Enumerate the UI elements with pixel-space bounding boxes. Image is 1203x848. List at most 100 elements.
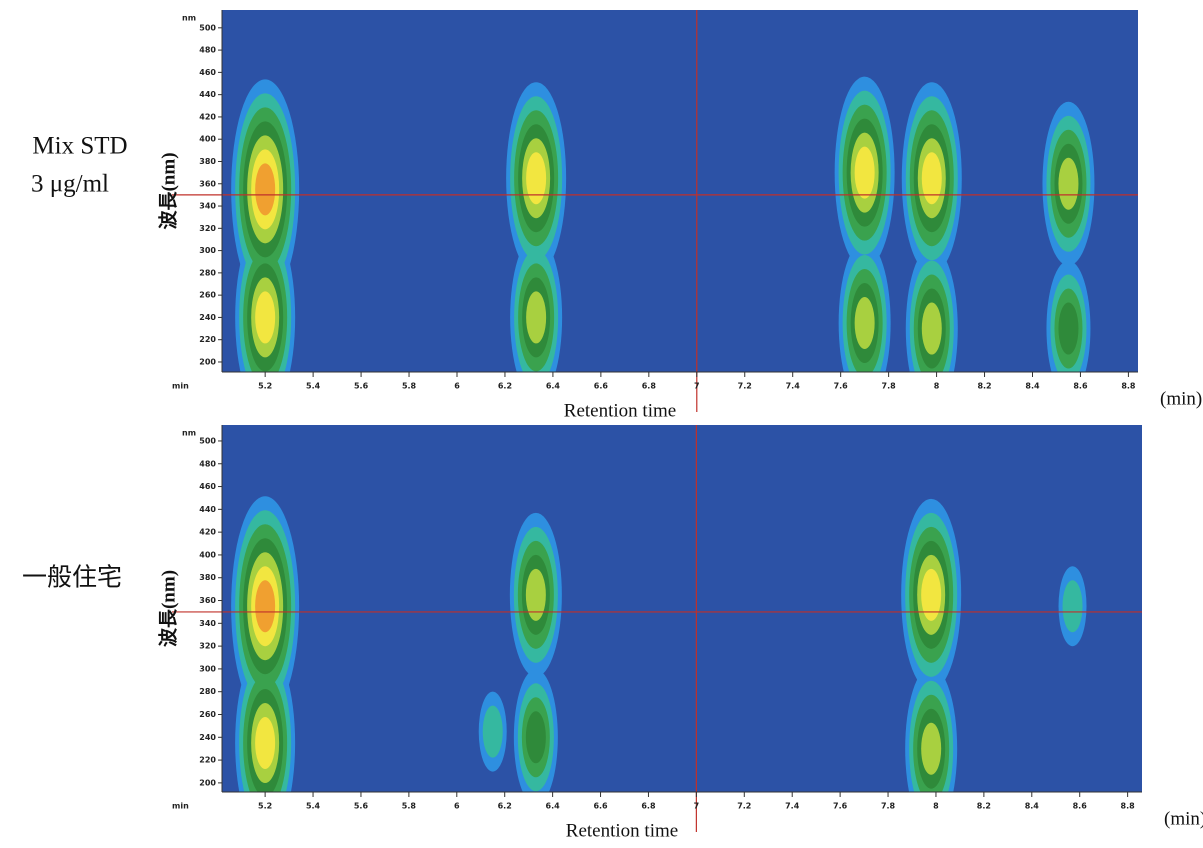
- y-tick-label: 320: [199, 224, 216, 233]
- x-tick-label: 8.8: [1121, 382, 1136, 391]
- x-tick-label: 8.4: [1025, 382, 1040, 391]
- x-tick-label: 8.4: [1025, 802, 1040, 811]
- contour-level: [526, 569, 546, 621]
- panel-label: 一般住宅: [22, 564, 122, 592]
- x-tick-label: 8.2: [977, 802, 991, 811]
- contour-level: [526, 291, 546, 343]
- x-tick-label: 5.6: [354, 382, 369, 391]
- y-tick-label: 400: [199, 135, 216, 144]
- x-axis-label: Retention time: [564, 400, 676, 421]
- x-tick-label: 6.2: [498, 802, 512, 811]
- x-tick-label: 5.4: [306, 382, 321, 391]
- panel-label: Mix STD: [32, 133, 127, 160]
- x-tick-label: 7.6: [833, 802, 848, 811]
- y-corner-label: nm: [182, 14, 196, 23]
- x-tick-label: 6: [454, 802, 460, 811]
- y-tick-label: 220: [199, 756, 216, 765]
- y-tick-label: 380: [199, 157, 216, 166]
- y-tick-label: 460: [199, 482, 216, 491]
- x-tick-label: 5.2: [258, 802, 272, 811]
- x-tick-label: 7: [694, 382, 700, 391]
- x-tick-label: 7.2: [737, 802, 751, 811]
- y-tick-label: 200: [199, 357, 216, 366]
- y-tick-label: 340: [199, 202, 216, 211]
- y-corner-label: nm: [182, 429, 196, 438]
- x-tick-label: 6.8: [641, 802, 656, 811]
- contour-level: [526, 711, 546, 763]
- x-tick-label: 7.8: [881, 802, 896, 811]
- contour-level: [1058, 158, 1078, 210]
- x-tick-label: 8.2: [977, 382, 991, 391]
- x-tick-label: 7.4: [786, 382, 801, 391]
- y-tick-label: 480: [199, 46, 216, 55]
- x-tick-label: 8.8: [1121, 802, 1136, 811]
- y-axis-label: 波長(nm): [156, 570, 179, 647]
- plot-background: [222, 10, 1138, 372]
- x-tick-label: 5.6: [354, 802, 369, 811]
- contour-level: [855, 147, 875, 199]
- contour-level: [922, 152, 942, 204]
- y-tick-label: 400: [199, 550, 216, 559]
- x-tick-label: 6.4: [546, 802, 561, 811]
- chart: 5.2 5.4 5.6 5.8 6 6.2 6.4 6.6 6.8 7 7.2 7.4 7.6 7.8 8 8…: [0, 0, 1203, 848]
- y-tick-label: 380: [199, 573, 216, 582]
- x-tick-label: 6.2: [498, 382, 512, 391]
- contour-level: [922, 303, 942, 355]
- x-tick-label: 7: [694, 802, 700, 811]
- x-tick-label: 7.8: [882, 382, 897, 391]
- y-tick-label: 300: [199, 246, 216, 255]
- x-tick-label: 6: [454, 382, 460, 391]
- y-tick-label: 280: [199, 268, 216, 277]
- contour-level: [255, 580, 275, 632]
- y-tick-label: 240: [199, 733, 216, 742]
- contour-level: [1058, 303, 1078, 355]
- x-unit: (min): [1160, 388, 1202, 409]
- y-tick-label: 420: [199, 112, 216, 121]
- contour-level: [921, 723, 941, 775]
- x-tick-label: 7.4: [785, 802, 800, 811]
- x-tick-label: 6.6: [593, 802, 608, 811]
- y-tick-label: 440: [199, 505, 216, 514]
- y-tick-label: 300: [199, 664, 216, 673]
- x-unit: (min): [1164, 808, 1203, 829]
- y-tick-label: 360: [199, 179, 216, 188]
- page: {"chart_data": [ {"type": "contour", "si…: [0, 0, 1203, 848]
- plot-background: [222, 425, 1142, 792]
- x-tick-label: 5.4: [306, 802, 321, 811]
- contour-level: [255, 163, 275, 215]
- contour-level: [1063, 580, 1083, 632]
- x-tick-label: 5.8: [402, 802, 417, 811]
- x-tick-label: 8: [934, 382, 940, 391]
- contour-level: [855, 297, 875, 349]
- contour-level: [921, 569, 941, 621]
- contour-level: [483, 706, 503, 758]
- x-tick-label: 8.6: [1073, 382, 1088, 391]
- contour-level: [255, 291, 275, 343]
- x-corner-label: min: [172, 802, 189, 811]
- x-corner-label: min: [172, 382, 189, 391]
- y-tick-label: 500: [199, 436, 216, 445]
- x-tick-label: 6.6: [594, 382, 609, 391]
- y-axis-label: 波長(nm): [156, 152, 179, 229]
- x-tick-label: 6.4: [546, 382, 561, 391]
- y-tick-label: 460: [199, 68, 216, 77]
- x-tick-label: 6.8: [642, 382, 657, 391]
- y-tick-label: 260: [199, 291, 216, 300]
- x-tick-label: 8.6: [1073, 802, 1088, 811]
- x-axis-label: Retention time: [566, 820, 678, 841]
- y-tick-label: 440: [199, 90, 216, 99]
- contour-level: [526, 152, 546, 204]
- y-tick-label: 500: [199, 23, 216, 32]
- panel-label: 3 μg/ml: [31, 171, 109, 198]
- y-tick-label: 420: [199, 528, 216, 537]
- x-tick-label: 5.8: [402, 382, 417, 391]
- y-tick-label: 220: [199, 335, 216, 344]
- y-tick-label: 480: [199, 459, 216, 468]
- x-tick-label: 7.2: [738, 382, 752, 391]
- x-tick-label: 7.6: [834, 382, 849, 391]
- x-tick-label: 8: [933, 802, 939, 811]
- y-tick-label: 240: [199, 313, 216, 322]
- y-tick-label: 280: [199, 687, 216, 696]
- y-tick-label: 360: [199, 596, 216, 605]
- y-tick-label: 320: [199, 642, 216, 651]
